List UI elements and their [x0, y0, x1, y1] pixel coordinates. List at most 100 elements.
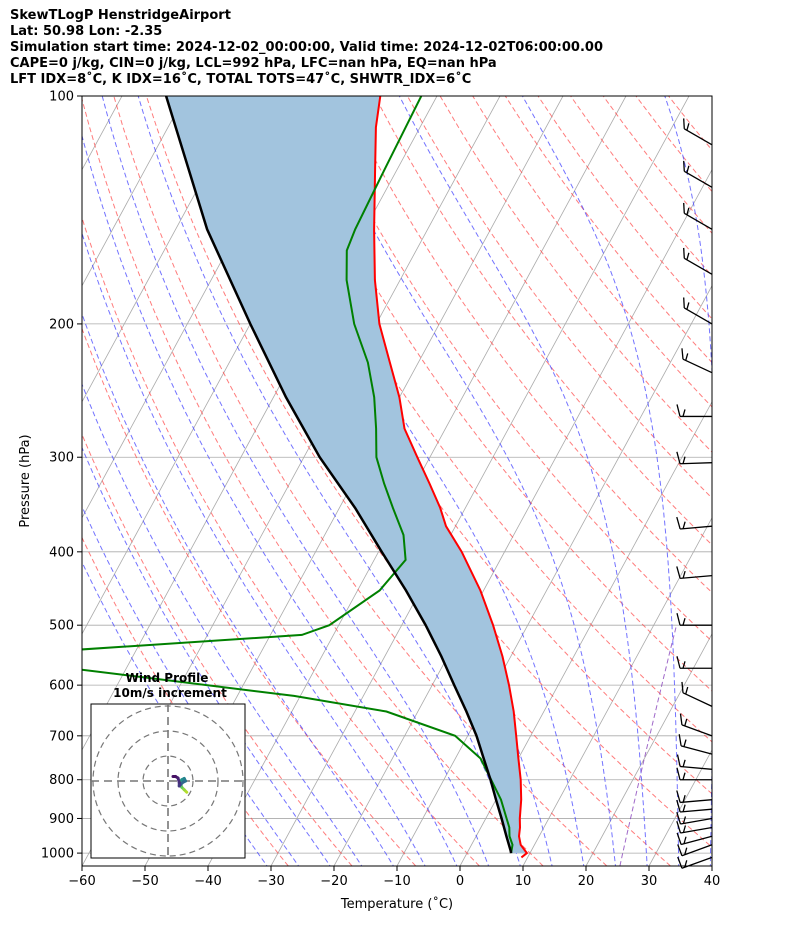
wind-barb-flag [676, 516, 681, 530]
wind-barb-half-flag [686, 165, 690, 173]
wind-barb-flag [677, 856, 683, 869]
dry-adiabat [406, 96, 712, 499]
wind-barb-staff [683, 170, 713, 188]
dry-adiabat [82, 536, 289, 866]
hodograph-inset [90, 703, 246, 859]
isotherm-line [333, 168, 712, 866]
wind-barb-staff [683, 212, 713, 230]
wind-barb-flag [676, 656, 681, 669]
moist-adiabat [82, 383, 363, 866]
parcel-line [164, 96, 513, 854]
wind-barb-flag [676, 767, 681, 780]
isotherm-line [396, 284, 712, 866]
wind-barb-half-flag [682, 618, 686, 626]
wind-barb-half-flag [686, 252, 690, 260]
y-tick-label: 600 [49, 679, 74, 694]
wind-barb-flag [683, 202, 685, 214]
wind-barb-half-flag [682, 804, 686, 812]
wind-barb-flag [676, 451, 681, 464]
dry-adiabat [439, 96, 712, 453]
wind-barb-flag [683, 297, 685, 308]
wind-barb-staff [680, 574, 713, 580]
hodograph-ring [142, 755, 194, 807]
wind-barb-flag [676, 790, 681, 803]
wind-barb-flag [676, 799, 681, 813]
wind-barb-half-flag [684, 718, 688, 727]
moist-adiabat [101, 96, 490, 866]
x-tick-label: 40 [704, 874, 721, 889]
wind-barb-staff [680, 835, 713, 846]
isotherm-line [270, 96, 690, 866]
hodograph-title: Wind Profile [126, 671, 209, 685]
wind-barb-half-flag [682, 825, 687, 833]
x-tick-label: 10 [515, 874, 532, 889]
dry-adiabat [113, 96, 608, 866]
wind-barb-staff [683, 128, 713, 146]
x-tick-label: 20 [578, 874, 595, 889]
wind-barb-half-flag [685, 686, 689, 695]
wind-barb-staff [683, 257, 713, 275]
x-tick-label: −10 [383, 874, 410, 889]
y-tick-label: 100 [49, 90, 74, 105]
moist-adiabat [82, 312, 394, 866]
y-tick-label: 700 [49, 729, 74, 744]
wind-barb-staff [679, 462, 713, 465]
isotherm-line [522, 517, 712, 866]
stability-indices: CAPE=0 j/kg, CIN=0 j/kg, LCL=992 hPa, LF… [10, 56, 497, 71]
wind-barb-staff [681, 844, 713, 857]
time-text: Simulation start time: 2024-12-02_00:00:… [10, 40, 603, 55]
wind-barb-half-flag [686, 302, 690, 310]
hodograph-subtitle: 10m/s increment [113, 686, 227, 700]
wind-barb-half-flag [684, 847, 688, 855]
dry-adiabat [276, 96, 712, 692]
moist-adiabat [236, 96, 585, 866]
wind-barb-flag [681, 681, 684, 693]
wind-barb-half-flag [685, 353, 689, 361]
wind-barb-staff [680, 808, 713, 813]
dry-adiabat [472, 96, 712, 408]
isotherm-line [648, 749, 712, 866]
wind-barb-half-flag [683, 739, 687, 747]
wind-barb-staff [680, 525, 713, 530]
wind-barb-staff [680, 745, 713, 755]
x-tick-label: −20 [320, 874, 347, 889]
y-axis-label: Pressure (hPa) [18, 434, 33, 527]
index-values: LFT IDX=8˚C, K IDX=16˚C, TOTAL TOTS=47˚C… [10, 72, 472, 87]
wind-barb-flag [677, 844, 683, 856]
wind-barbs [676, 118, 713, 869]
wind-barb-flag [681, 348, 684, 360]
wind-barb-staff [680, 799, 713, 804]
location-text: Lat: 50.98 Lon: -2.35 [10, 24, 163, 39]
mixing-ratio-line [619, 625, 677, 866]
dry-adiabat [145, 96, 671, 866]
wind-barb-flag [683, 247, 685, 259]
wind-barb-staff [682, 358, 713, 374]
isotherm-line [459, 400, 712, 866]
stable-area-fill [166, 96, 527, 854]
wind-barb-staff [680, 817, 713, 825]
wind-barb-flag [676, 404, 681, 417]
moist-adiabat [306, 96, 617, 866]
dewpoint-line [82, 96, 514, 854]
wind-barb-half-flag [682, 795, 686, 803]
isotherm-line [585, 633, 712, 866]
moist-adiabat [82, 446, 331, 866]
wind-barb-half-flag [682, 759, 686, 767]
moist-adiabat [82, 505, 300, 866]
dry-adiabat [374, 96, 712, 546]
dry-adiabat [82, 327, 417, 866]
y-tick-label: 900 [49, 812, 74, 827]
wind-barb-staff [683, 307, 713, 325]
wind-barb-flag [676, 754, 681, 767]
isotherm-line [711, 865, 712, 866]
wind-barb-half-flag [682, 816, 687, 824]
y-tick-label: 800 [49, 773, 74, 788]
x-axis-label: Temperature (˚C) [340, 896, 453, 912]
dry-adiabat [309, 96, 712, 642]
mixing-ratio-line [717, 625, 765, 866]
wind-barb-flag [676, 812, 682, 825]
isotherm-line [775, 96, 794, 866]
wind-barb-half-flag [682, 409, 686, 417]
dry-adiabat [82, 97, 544, 866]
y-tick-label: 200 [49, 317, 74, 332]
